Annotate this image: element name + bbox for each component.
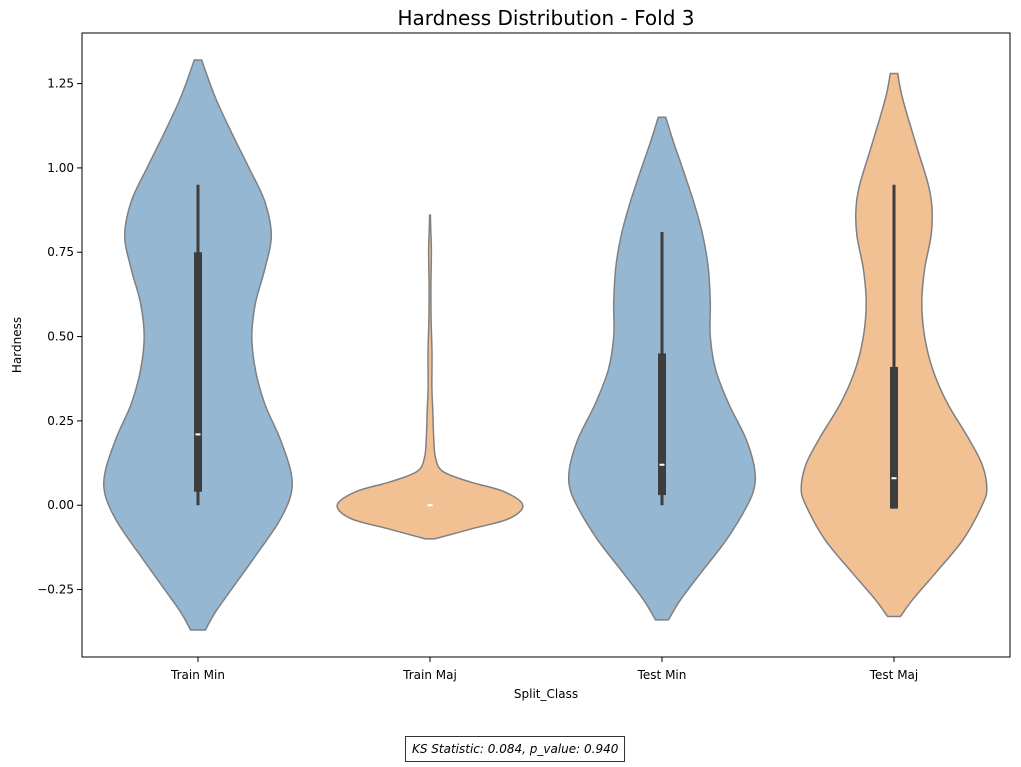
plot-frame: [81, 32, 1011, 658]
y-tick-label: −0.25: [37, 583, 74, 597]
violin-iqr-box: [890, 366, 898, 509]
violin-iqr-box: [194, 252, 202, 492]
x-axis-label: Split_Class: [514, 687, 578, 701]
chart-title: Hardness Distribution - Fold 3: [397, 6, 694, 30]
y-tick-label: 1.25: [47, 77, 74, 91]
y-axis: −0.25 0.00 0.25 0.50 0.75 1.00 1.25: [37, 77, 82, 597]
violin-iqr-box: [658, 353, 666, 496]
violin-test-maj: [800, 72, 988, 618]
y-axis-label: Hardness: [10, 317, 24, 373]
y-tick-label: 0.50: [47, 330, 74, 344]
x-tick-label: Train Min: [170, 668, 225, 682]
x-tick-label: Test Maj: [869, 668, 919, 682]
y-tick-label: 1.00: [47, 161, 74, 175]
ks-statistic-annotation: KS Statistic: 0.084, p_value: 0.940: [405, 736, 626, 762]
x-tick-label: Test Min: [637, 668, 687, 682]
y-tick-label: 0.25: [47, 414, 74, 428]
plot-area: [102, 59, 988, 631]
x-axis: Train Min Train Maj Test Min Test Maj: [170, 657, 918, 682]
x-tick-label: Train Maj: [402, 668, 457, 682]
violin-train-min: [102, 59, 294, 631]
violin-test-min: [567, 116, 757, 621]
y-tick-label: 0.75: [47, 245, 74, 259]
y-tick-label: 0.00: [47, 498, 74, 512]
violin-body: [336, 214, 524, 540]
violin-train-maj: [336, 214, 524, 540]
